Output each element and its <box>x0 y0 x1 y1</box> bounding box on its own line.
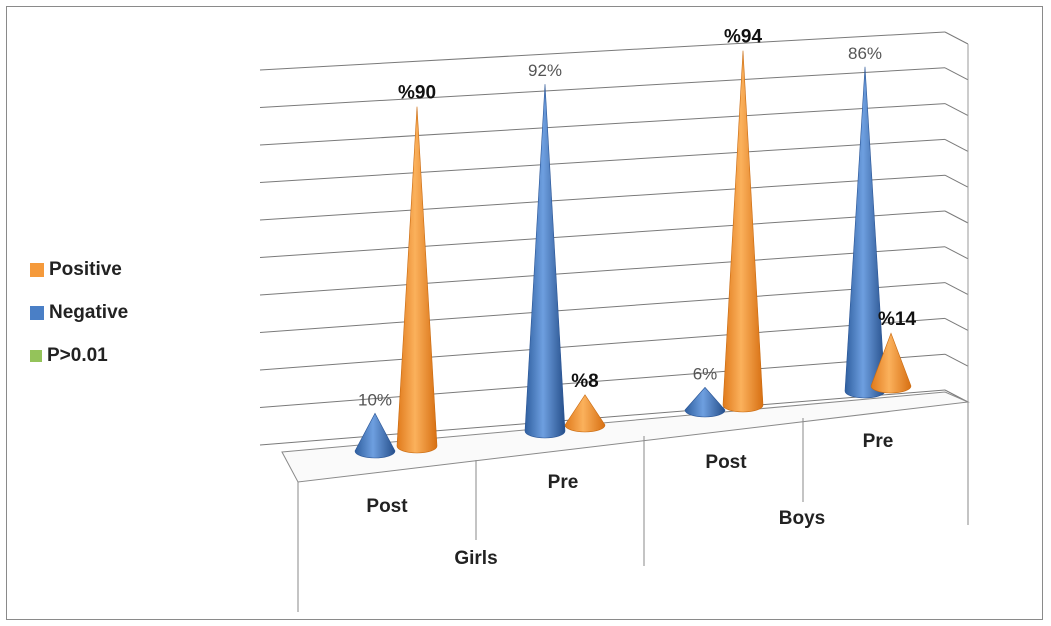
category-label: Pre <box>863 431 894 452</box>
gridline-side <box>944 138 969 152</box>
cone-body <box>564 394 606 433</box>
legend: Positive Negative P>0.01 <box>30 258 128 387</box>
data-labels: 10% 92% 6% 86% %90 %8 %94 %14 <box>358 27 916 410</box>
gridline <box>259 210 946 258</box>
data-label: 10% <box>358 390 392 409</box>
legend-item-p-value: P>0.01 <box>30 344 128 368</box>
legend-label: P>0.01 <box>47 345 108 366</box>
cone-body <box>396 106 438 454</box>
category-label: Pre <box>548 472 579 493</box>
gridline-side <box>944 67 969 81</box>
cone-positive <box>870 332 912 394</box>
gridline <box>259 246 946 296</box>
gridline <box>259 174 946 221</box>
gridline <box>259 317 946 371</box>
gridline <box>259 282 946 333</box>
group-label: Girls <box>454 548 497 569</box>
cone-positive <box>564 394 606 433</box>
data-label: %8 <box>571 371 598 392</box>
gridline-side <box>944 353 969 367</box>
gridline <box>259 138 946 183</box>
data-label: %14 <box>878 309 916 330</box>
cones <box>354 50 912 459</box>
legend-swatch-p-value <box>30 350 42 362</box>
gridline-side <box>944 282 969 296</box>
cone-body <box>524 84 566 439</box>
cone-body <box>844 66 886 399</box>
gridline <box>259 31 946 71</box>
data-label: 6% <box>693 364 718 383</box>
cone-negative <box>844 66 886 399</box>
cone-positive <box>396 106 438 454</box>
cone-body <box>722 50 764 413</box>
data-label: 92% <box>528 61 562 80</box>
category-axis: Post Pre Girls Post Pre Boys <box>297 402 969 612</box>
cone-positive <box>722 50 764 413</box>
legend-swatch-positive <box>30 263 44 277</box>
legend-label: Negative <box>49 302 129 323</box>
legend-item-negative: Negative <box>30 301 128 325</box>
gridline <box>259 103 946 146</box>
gridline <box>259 67 946 108</box>
cone-negative <box>524 84 566 439</box>
cone-body <box>354 412 396 459</box>
category-label: Post <box>366 496 408 517</box>
legend-item-positive: Positive <box>30 258 128 282</box>
gridline-side <box>944 174 969 188</box>
category-label: Post <box>705 452 747 473</box>
data-label: %90 <box>398 83 436 104</box>
legend-label: Positive <box>49 259 122 280</box>
legend-swatch-negative <box>30 306 44 320</box>
cone-negative <box>684 386 726 418</box>
cone-body <box>684 386 726 418</box>
data-label: %94 <box>724 27 762 48</box>
gridline-side <box>944 103 969 117</box>
cone-body <box>870 332 912 394</box>
cone-negative <box>354 412 396 459</box>
gridline <box>259 353 946 408</box>
data-label: 86% <box>848 44 882 63</box>
group-label: Boys <box>779 508 825 529</box>
gridline-side <box>944 317 969 331</box>
gridline-side <box>944 210 969 224</box>
gridline-side <box>944 246 969 260</box>
gridline-side <box>944 31 969 45</box>
